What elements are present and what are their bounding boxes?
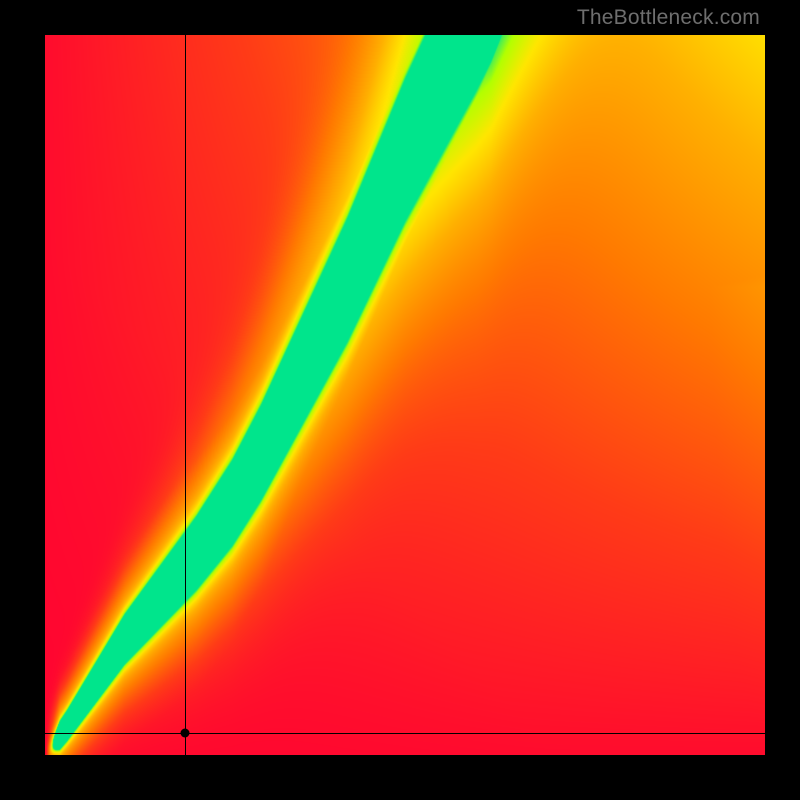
heatmap-plot-area [45, 35, 765, 755]
watermark-text: TheBottleneck.com [577, 6, 760, 30]
crosshair-vertical [185, 35, 186, 755]
heatmap-canvas [45, 35, 765, 755]
crosshair-horizontal [45, 733, 765, 734]
crosshair-marker-dot [181, 729, 190, 738]
